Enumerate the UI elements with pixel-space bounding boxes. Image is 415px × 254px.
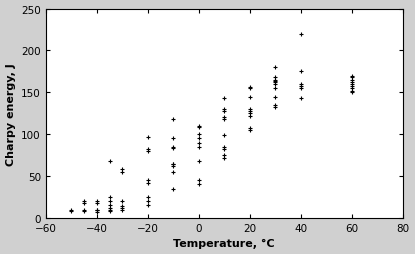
Point bbox=[119, 170, 126, 174]
Point bbox=[298, 70, 304, 74]
Point bbox=[221, 145, 227, 149]
Point bbox=[93, 210, 100, 214]
Point bbox=[93, 199, 100, 203]
Point bbox=[221, 97, 227, 101]
Point bbox=[81, 209, 87, 213]
Point bbox=[106, 208, 113, 212]
Point bbox=[119, 206, 126, 210]
Point bbox=[272, 103, 278, 107]
Point bbox=[195, 183, 202, 187]
Point bbox=[170, 187, 177, 191]
Point bbox=[170, 147, 177, 151]
Point bbox=[106, 203, 113, 208]
Point bbox=[144, 148, 151, 152]
Point bbox=[272, 105, 278, 109]
Point bbox=[349, 81, 355, 85]
Point bbox=[119, 199, 126, 203]
Point bbox=[349, 91, 355, 95]
Point bbox=[106, 209, 113, 213]
Point bbox=[298, 83, 304, 87]
Point bbox=[144, 149, 151, 153]
Point bbox=[247, 108, 253, 112]
Point bbox=[298, 87, 304, 91]
Point bbox=[349, 78, 355, 83]
Point bbox=[106, 206, 113, 210]
Point bbox=[247, 112, 253, 116]
Point bbox=[195, 159, 202, 163]
Point bbox=[195, 126, 202, 130]
Point bbox=[247, 109, 253, 113]
Point bbox=[272, 66, 278, 70]
Point bbox=[144, 195, 151, 199]
Point bbox=[119, 204, 126, 209]
Point bbox=[298, 33, 304, 37]
Point bbox=[221, 108, 227, 112]
Point bbox=[195, 141, 202, 145]
Point bbox=[144, 203, 151, 208]
Point bbox=[247, 86, 253, 90]
Point bbox=[170, 137, 177, 141]
Point bbox=[81, 201, 87, 205]
Point bbox=[195, 145, 202, 149]
Point bbox=[195, 133, 202, 137]
Point bbox=[272, 78, 278, 83]
Point bbox=[68, 209, 75, 213]
Point bbox=[221, 133, 227, 137]
Point bbox=[298, 84, 304, 88]
Point bbox=[349, 89, 355, 93]
X-axis label: Temperature, °C: Temperature, °C bbox=[173, 239, 275, 248]
Point bbox=[221, 148, 227, 152]
Point bbox=[247, 114, 253, 118]
Point bbox=[68, 209, 75, 213]
Point bbox=[170, 163, 177, 167]
Point bbox=[195, 124, 202, 128]
Point bbox=[170, 145, 177, 149]
Point bbox=[349, 83, 355, 87]
Point bbox=[195, 179, 202, 183]
Point bbox=[272, 81, 278, 85]
Point bbox=[170, 162, 177, 166]
Point bbox=[247, 95, 253, 99]
Point bbox=[349, 87, 355, 91]
Point bbox=[247, 87, 253, 91]
Point bbox=[106, 159, 113, 163]
Point bbox=[93, 208, 100, 212]
Point bbox=[247, 127, 253, 131]
Point bbox=[93, 209, 100, 213]
Point bbox=[298, 97, 304, 101]
Point bbox=[93, 201, 100, 205]
Point bbox=[81, 199, 87, 203]
Point bbox=[119, 168, 126, 172]
Point bbox=[81, 208, 87, 212]
Point bbox=[272, 95, 278, 99]
Point bbox=[144, 181, 151, 185]
Point bbox=[119, 208, 126, 212]
Point bbox=[247, 129, 253, 133]
Point bbox=[144, 179, 151, 183]
Point bbox=[272, 76, 278, 80]
Point bbox=[170, 164, 177, 168]
Point bbox=[221, 118, 227, 122]
Point bbox=[195, 137, 202, 141]
Point bbox=[272, 83, 278, 87]
Point bbox=[349, 76, 355, 80]
Point bbox=[272, 80, 278, 84]
Point bbox=[106, 199, 113, 203]
Point bbox=[221, 153, 227, 157]
Point bbox=[170, 118, 177, 122]
Point bbox=[349, 74, 355, 78]
Point bbox=[221, 109, 227, 113]
Point bbox=[170, 170, 177, 174]
Point bbox=[221, 116, 227, 120]
Point bbox=[106, 195, 113, 199]
Point bbox=[144, 135, 151, 139]
Point bbox=[221, 156, 227, 160]
Point bbox=[349, 84, 355, 88]
Point bbox=[272, 87, 278, 91]
Point bbox=[144, 199, 151, 203]
Y-axis label: Charpy energy, J: Charpy energy, J bbox=[5, 63, 15, 165]
